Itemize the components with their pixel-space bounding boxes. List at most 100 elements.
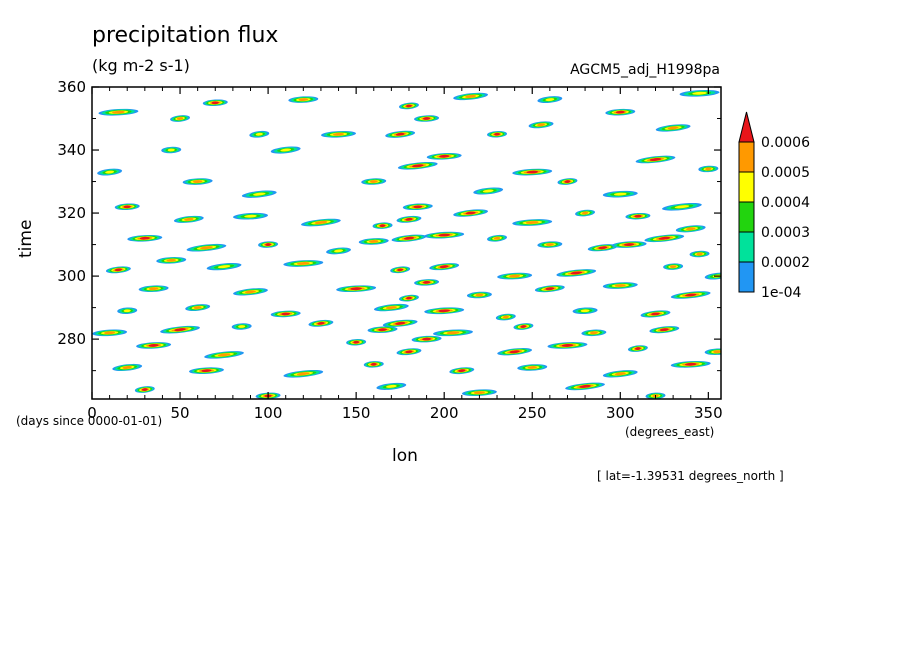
contour-band-5: [705, 167, 712, 171]
rain-feature: [466, 291, 492, 299]
contour-band-6: [458, 369, 466, 373]
rain-feature: [127, 234, 163, 242]
contour-band-5: [614, 284, 626, 287]
rain-feature: [517, 364, 548, 371]
contour-band-5: [525, 221, 539, 224]
contour-band-6: [579, 384, 591, 388]
contour-band-6: [148, 344, 159, 347]
contour-band-5: [298, 98, 309, 102]
colorbar-label: 0.0005: [761, 165, 810, 181]
rain-feature: [105, 266, 131, 274]
rain-feature: [640, 310, 671, 318]
contour-band-6: [378, 328, 387, 332]
rain-feature: [361, 178, 387, 185]
rain-feature: [627, 345, 648, 352]
contour-band-6: [403, 236, 415, 240]
rain-feature: [363, 361, 384, 368]
contour-band-5: [332, 132, 345, 136]
contour-band-5: [614, 372, 626, 376]
y-tick-label: 340: [57, 141, 86, 159]
rain-feature: [390, 266, 411, 274]
contour-band-5: [192, 180, 203, 183]
contour-band-6: [684, 293, 697, 297]
contour-band-4: [105, 170, 115, 174]
run-name: AGCM5_adj_H1998pa: [570, 62, 720, 78]
contour-band-5: [112, 110, 125, 114]
colorbar-swatch: [738, 201, 755, 233]
rain-feature: [373, 303, 409, 312]
x-tick-label: 50: [171, 404, 190, 422]
contour-band-6: [412, 164, 424, 168]
rain-feature: [233, 288, 268, 296]
rain-feature: [391, 234, 427, 242]
rain-feature: [497, 272, 533, 280]
contour-band-6: [658, 236, 671, 240]
rain-feature: [396, 215, 422, 223]
rain-feature: [283, 260, 324, 267]
rain-feature: [487, 131, 508, 138]
rain-feature: [497, 348, 533, 356]
x-tick-label: 0: [87, 404, 97, 422]
contour-band-5: [296, 372, 310, 376]
contour-band-6: [439, 265, 449, 269]
contour-band-5: [200, 246, 213, 250]
x-tick-label: 300: [606, 404, 635, 422]
rain-feature: [675, 225, 706, 233]
rain-feature: [241, 190, 277, 198]
contour-band-6: [439, 154, 450, 158]
rain-feature: [346, 339, 367, 346]
rain-feature: [662, 202, 702, 211]
rain-feature: [433, 329, 473, 337]
contour-band-4: [253, 192, 266, 196]
rain-feature: [399, 102, 419, 110]
contour-band-6: [598, 246, 608, 250]
contour-band-6: [570, 271, 583, 275]
y-tick-label: 360: [57, 78, 86, 96]
chart-subtitle: (kg m-2 s-1): [92, 56, 190, 75]
contour-band-6: [413, 205, 423, 209]
contour-band-6: [526, 170, 539, 174]
rain-feature: [670, 360, 711, 368]
colorbar-label: 0.0006: [761, 135, 810, 151]
contour-band-6: [561, 343, 574, 347]
rain-feature: [376, 382, 407, 390]
rain-feature: [513, 323, 534, 330]
contour-band-5: [176, 117, 184, 120]
rain-feature: [414, 115, 440, 122]
rain-feature: [204, 351, 244, 359]
plot-frame: [91, 86, 722, 400]
contour-band-5: [446, 331, 460, 335]
x-axis-label: lon: [392, 446, 418, 466]
rain-feature: [556, 269, 597, 277]
colorbar-label: 0.0002: [761, 255, 810, 271]
rain-feature: [249, 130, 270, 138]
colorbar-extend-triangle: [738, 111, 755, 143]
contour-band-6: [123, 205, 131, 209]
rain-feature: [97, 168, 123, 176]
rain-feature: [453, 209, 489, 217]
y-tick-label: 280: [57, 330, 86, 348]
rain-feature: [326, 247, 351, 255]
contour-band-5: [148, 287, 159, 291]
rain-feature: [173, 215, 204, 223]
precip-field: [92, 89, 721, 399]
contour-band-6: [422, 117, 431, 120]
contour-band-5: [581, 211, 589, 215]
rain-feature: [160, 325, 200, 334]
rain-feature: [635, 155, 676, 164]
rain-feature: [372, 222, 393, 229]
rain-feature: [611, 241, 647, 248]
rain-feature: [572, 307, 598, 315]
contour-band-5: [589, 331, 598, 335]
rain-feature: [98, 108, 139, 116]
chart-title: precipitation flux: [92, 23, 279, 48]
contour-band-6: [317, 321, 325, 325]
rain-feature: [602, 190, 638, 198]
contour-band-4: [482, 189, 494, 193]
contour-band-5: [369, 180, 378, 183]
contour-band-6: [174, 328, 186, 332]
contour-band-5: [669, 265, 677, 269]
contour-band-5: [166, 258, 177, 262]
contour-band-6: [379, 224, 386, 228]
rain-feature: [605, 108, 636, 116]
